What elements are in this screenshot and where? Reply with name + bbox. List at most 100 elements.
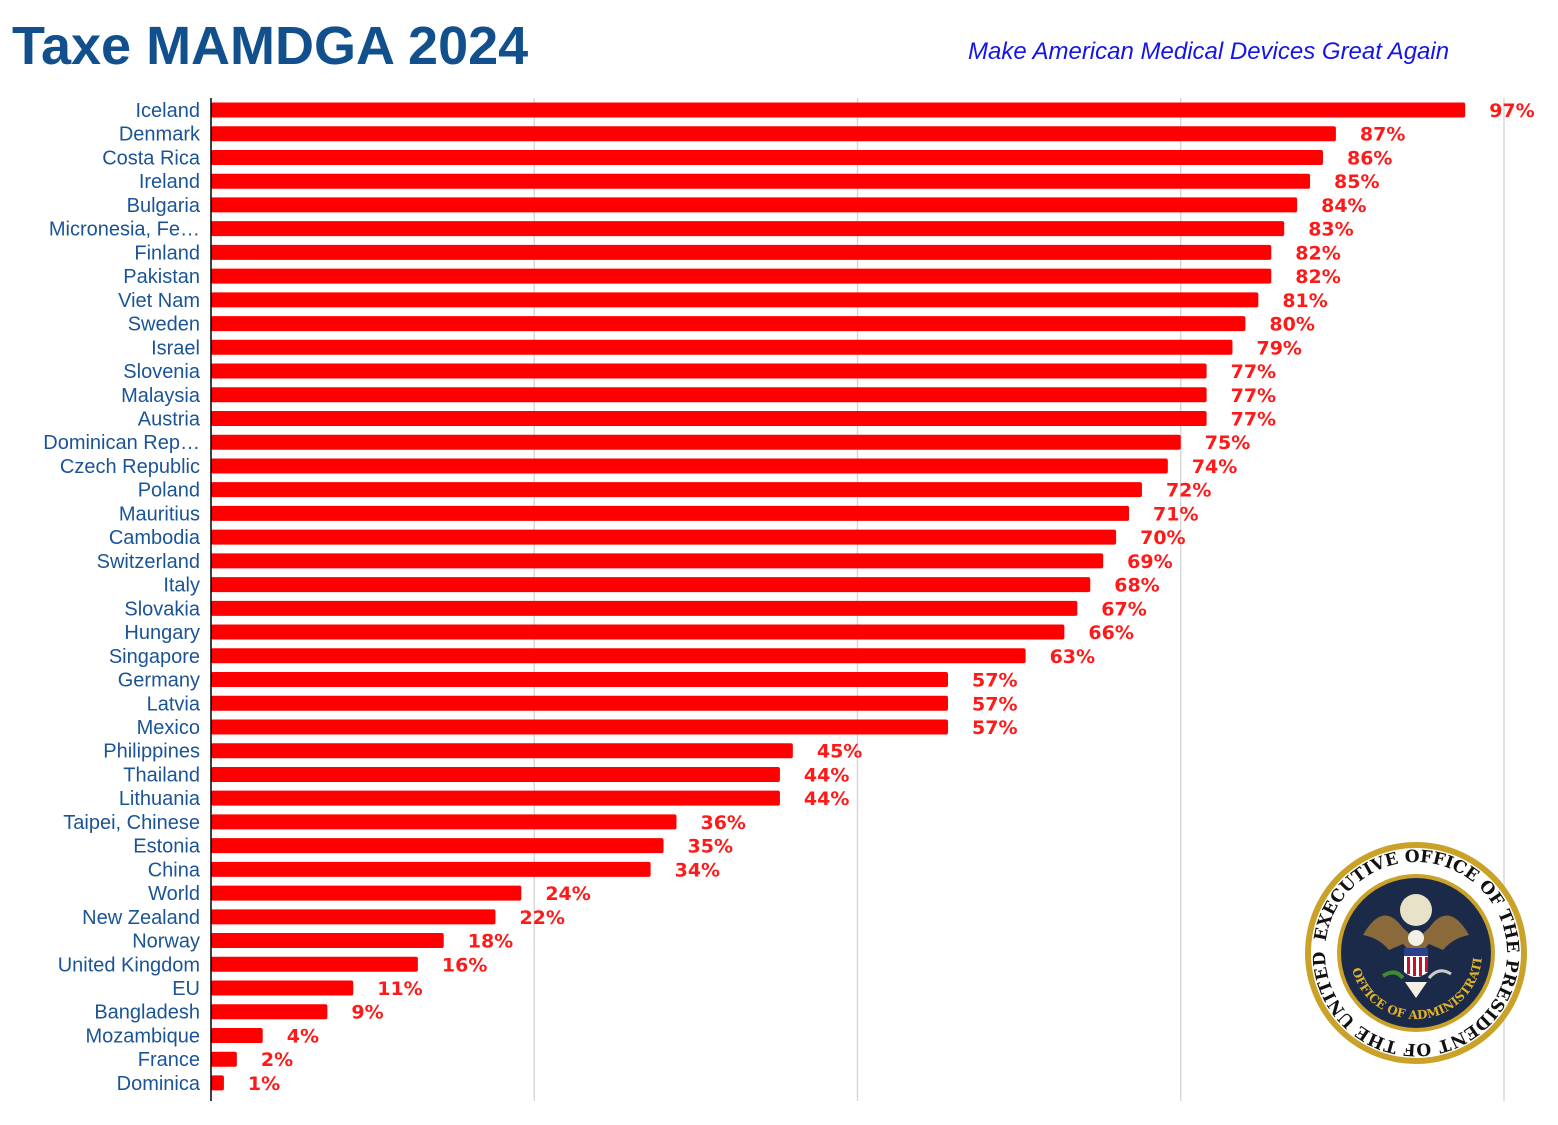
value-label-23: 63% — [1050, 646, 1095, 668]
value-label-12: 77% — [1231, 385, 1276, 407]
value-label-39: 4% — [287, 1025, 319, 1047]
category-label-2: Costa Rica — [102, 147, 201, 169]
value-label-36: 16% — [442, 954, 487, 976]
category-label-8: Viet Nam — [118, 290, 200, 312]
chart-title: Taxe MAMDGA 2024 — [12, 16, 529, 76]
bar-27 — [211, 743, 793, 759]
bar-28 — [211, 766, 780, 782]
bar-22 — [211, 624, 1065, 640]
category-label-34: New Zealand — [82, 907, 200, 929]
value-label-7: 82% — [1295, 266, 1340, 288]
bar-2 — [211, 149, 1323, 165]
bar-41 — [211, 1075, 224, 1091]
category-label-6: Finland — [134, 242, 200, 264]
bar-18 — [211, 529, 1117, 545]
category-label-38: Bangladesh — [94, 1002, 200, 1024]
bar-7 — [211, 268, 1272, 284]
category-label-15: Czech Republic — [60, 456, 200, 478]
bar-17 — [211, 505, 1130, 521]
category-label-9: Sweden — [128, 314, 200, 336]
bar-19 — [211, 553, 1104, 569]
category-label-11: Slovenia — [123, 361, 201, 383]
bar-14 — [211, 434, 1181, 450]
bar-39 — [211, 1027, 263, 1043]
value-label-41: 1% — [248, 1073, 280, 1095]
chart-subtitle: Make American Medical Devices Great Agai… — [968, 38, 1450, 65]
bar-21 — [211, 600, 1078, 616]
category-label-19: Switzerland — [97, 551, 200, 573]
bar-38 — [211, 1004, 328, 1020]
category-label-40: France — [138, 1049, 200, 1071]
category-label-28: Thailand — [123, 764, 200, 786]
category-label-30: Taipei, Chinese — [63, 812, 200, 834]
value-label-11: 77% — [1231, 361, 1276, 383]
category-label-7: Pakistan — [123, 266, 200, 288]
bars — [211, 102, 1466, 1091]
category-label-20: Italy — [163, 575, 200, 597]
category-label-24: Germany — [118, 670, 200, 692]
category-label-1: Denmark — [119, 124, 201, 146]
category-label-31: Estonia — [133, 836, 201, 858]
bar-30 — [211, 814, 677, 830]
value-label-40: 2% — [261, 1049, 293, 1071]
category-label-32: China — [148, 859, 201, 881]
bar-24 — [211, 672, 949, 688]
value-label-17: 71% — [1153, 503, 1198, 525]
value-label-0: 97% — [1489, 100, 1534, 122]
value-label-5: 83% — [1308, 219, 1353, 241]
category-label-17: Mauritius — [119, 503, 200, 525]
value-label-14: 75% — [1205, 432, 1250, 454]
value-label-4: 84% — [1321, 195, 1366, 217]
value-label-27: 45% — [817, 741, 862, 763]
presidential-seal-logo: EXECUTIVE OFFICE OF THE PRESIDENT OF THE… — [1303, 840, 1527, 1064]
bar-31 — [211, 838, 664, 854]
value-label-15: 74% — [1192, 456, 1237, 478]
value-label-38: 9% — [351, 1002, 383, 1024]
bar-15 — [211, 458, 1168, 474]
value-label-31: 35% — [688, 836, 733, 858]
category-label-14: Dominican Rep… — [43, 432, 200, 454]
value-labels: 97%87%86%85%84%83%82%82%81%80%79%77%77%7… — [248, 100, 1535, 1095]
value-label-9: 80% — [1269, 314, 1314, 336]
bar-13 — [211, 410, 1207, 426]
category-label-39: Mozambique — [85, 1025, 200, 1047]
bar-5 — [211, 221, 1285, 237]
value-label-19: 69% — [1127, 551, 1172, 573]
value-label-28: 44% — [804, 764, 849, 786]
value-label-16: 72% — [1166, 480, 1211, 502]
value-label-34: 22% — [519, 907, 564, 929]
value-label-3: 85% — [1334, 171, 1379, 193]
bar-32 — [211, 861, 651, 877]
value-label-22: 66% — [1088, 622, 1133, 644]
bar-1 — [211, 126, 1336, 142]
bar-0 — [211, 102, 1466, 118]
bar-40 — [211, 1051, 237, 1067]
bar-26 — [211, 719, 949, 735]
bar-34 — [211, 909, 496, 925]
bar-35 — [211, 933, 444, 949]
value-label-13: 77% — [1231, 408, 1276, 430]
bar-25 — [211, 695, 949, 711]
category-label-5: Micronesia, Fe… — [49, 219, 200, 241]
value-label-8: 81% — [1282, 290, 1327, 312]
bar-10 — [211, 339, 1233, 355]
value-label-29: 44% — [804, 788, 849, 810]
category-label-18: Cambodia — [109, 527, 201, 549]
value-label-2: 86% — [1347, 147, 1392, 169]
bar-3 — [211, 173, 1311, 189]
category-label-16: Poland — [138, 480, 200, 502]
value-label-10: 79% — [1256, 337, 1301, 359]
value-label-18: 70% — [1140, 527, 1185, 549]
value-label-37: 11% — [377, 978, 422, 1000]
value-label-24: 57% — [972, 670, 1017, 692]
bar-4 — [211, 197, 1298, 213]
bar-12 — [211, 387, 1207, 403]
bar-20 — [211, 577, 1091, 593]
category-label-29: Lithuania — [119, 788, 201, 810]
bar-16 — [211, 482, 1142, 498]
value-label-21: 67% — [1101, 598, 1146, 620]
category-label-22: Hungary — [124, 622, 200, 644]
value-label-33: 24% — [545, 883, 590, 905]
